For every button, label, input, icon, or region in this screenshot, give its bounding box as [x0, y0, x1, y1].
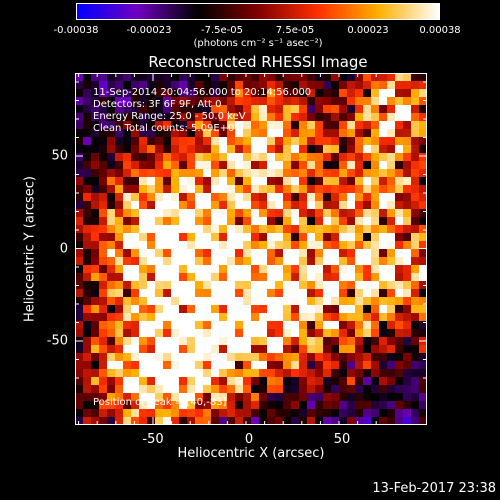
colorbar-tick: 0.00038 [419, 25, 461, 36]
colorbar-units: (photons cm⁻² s⁻¹ asec⁻²) [193, 38, 323, 49]
colorbar-tick: 0.00023 [347, 25, 389, 36]
plot-title: Reconstructed RHESSI Image [148, 53, 368, 71]
info-energy-range: Energy Range: 25.0 - 50.0 keV [93, 111, 246, 122]
colorbar-tick: -7.5e-05 [201, 25, 243, 36]
rhessi-image [75, 73, 427, 425]
axis-ticks [75, 73, 427, 425]
x-tick-label: 0 [244, 432, 254, 447]
colorbar [76, 3, 440, 20]
y-tick-label: 0 [59, 241, 68, 257]
peak-position: Position of Peak = [40,-83] [93, 397, 227, 408]
colorbar-tick: -0.00038 [53, 25, 99, 36]
info-counts: Clean Total counts: 5.09E+03 [93, 123, 241, 134]
info-detectors: Detectors: 3F 6F 9F, Att 0 [93, 99, 222, 110]
timestamp: 13-Feb-2017 23:38 [372, 481, 496, 496]
y-axis-label: Heliocentric Y (arcsec) [22, 176, 38, 322]
colorbar-tick: 7.5e-05 [275, 25, 315, 36]
x-tick-label: 50 [333, 432, 351, 447]
info-time-range: 11-Sep-2014 20:04:56.000 to 20:14:56.000 [93, 87, 312, 98]
y-tick-label: 50 [51, 148, 68, 164]
y-tick-label: -50 [46, 333, 68, 349]
x-axis-label: Heliocentric X (arcsec) [177, 446, 325, 461]
image-pixels [75, 73, 427, 425]
x-tick-label: -50 [142, 432, 164, 447]
colorbar-tick: -0.00023 [126, 25, 172, 36]
